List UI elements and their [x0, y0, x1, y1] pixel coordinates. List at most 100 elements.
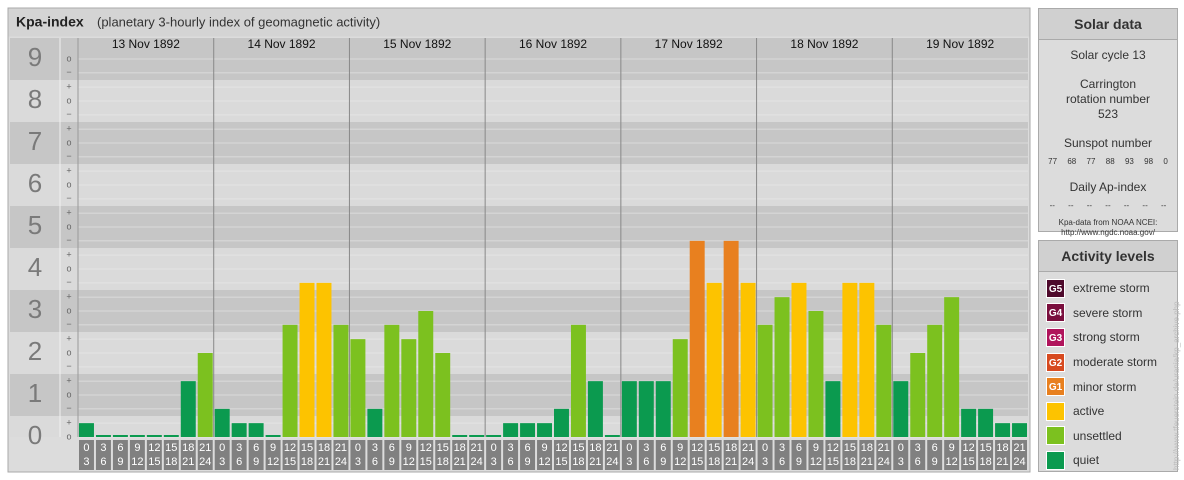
hour-start: 9	[270, 442, 276, 454]
hour-box	[910, 440, 926, 470]
hour-start: 0	[898, 442, 904, 454]
ap-value: --	[1123, 201, 1130, 210]
minor-tick-label: +	[66, 250, 71, 260]
legend-label: severe storm	[1073, 305, 1143, 320]
minor-tick-label: −	[66, 193, 71, 203]
chart: Kpa-index (planetary 3-hourly index of g…	[7, 7, 1031, 473]
hour-start: 18	[318, 442, 330, 454]
hour-end: 18	[165, 456, 177, 468]
minor-tick-label: +	[66, 376, 71, 386]
minor-tick-label: o	[66, 137, 71, 147]
day-label: 15 Nov 1892	[383, 37, 451, 51]
bar	[604, 435, 620, 437]
minor-tick-label: −	[66, 67, 71, 77]
minor-tick-label: +	[66, 124, 71, 134]
activity-panel: Activity levels G5 extreme storm G4 severe …	[1038, 240, 1178, 472]
side-url: http://www.tfeuerstein.de/urania/kp_arch…	[1172, 301, 1181, 470]
hour-end: 12	[674, 456, 686, 468]
ap-value: --	[1049, 201, 1055, 210]
hour-box	[706, 440, 722, 470]
hour-end: 15	[284, 456, 296, 468]
legend-label: moderate storm	[1073, 355, 1158, 370]
bar	[825, 381, 841, 437]
hour-end: 3	[762, 456, 768, 468]
y-tick-label: 8	[28, 84, 42, 114]
hour-start: 3	[915, 442, 921, 454]
legend-swatch: G5	[1046, 278, 1065, 298]
legend-item: G4 severe storm	[1039, 301, 1177, 326]
hour-start: 9	[813, 442, 819, 454]
hour-box	[638, 440, 654, 470]
hour-box	[197, 440, 213, 470]
hour-box	[350, 440, 366, 470]
hour-start: 18	[589, 442, 601, 454]
hour-end: 21	[996, 456, 1008, 468]
hour-start: 21	[878, 442, 890, 454]
bar	[774, 297, 790, 437]
hour-box	[587, 440, 603, 470]
bar	[537, 423, 552, 437]
minor-tick-label: o	[66, 431, 71, 441]
bar	[927, 324, 943, 437]
legend-item: G5 extreme storm	[1039, 276, 1177, 301]
bar	[231, 423, 247, 437]
hour-start: 15	[301, 442, 313, 454]
bar	[859, 282, 875, 437]
legend: G5 extreme storm G4 severe storm G3 strong st…	[1039, 272, 1177, 473]
y-tick-label: 7	[28, 126, 42, 156]
day-label: 18 Nov 1892	[790, 37, 858, 51]
hour-box	[537, 440, 552, 470]
minor-tick-label: +	[66, 208, 71, 218]
hour-start: 6	[796, 442, 802, 454]
hour-end: 24	[335, 456, 347, 468]
hour-start: 9	[677, 442, 683, 454]
ap-value: --	[1086, 201, 1093, 210]
hour-end: 3	[355, 456, 361, 468]
minor-tick-label: o	[66, 263, 71, 273]
bar	[299, 282, 315, 437]
minor-tick-label: o	[66, 389, 71, 399]
minor-tick-label: o	[66, 53, 71, 63]
sunspot-value: 98	[1144, 157, 1154, 166]
hour-box	[452, 440, 468, 470]
hour-start: 15	[708, 442, 720, 454]
hour-start: 15	[572, 442, 584, 454]
hour-end: 21	[589, 456, 601, 468]
ap-value: --	[1142, 201, 1148, 210]
bar	[978, 408, 994, 437]
ap-value: --	[1068, 201, 1074, 210]
legend-label: extreme storm	[1073, 281, 1150, 296]
hour-box	[214, 440, 230, 470]
legend-swatch: G2	[1046, 352, 1065, 372]
hour-end: 6	[100, 456, 106, 468]
hour-end: 6	[236, 456, 242, 468]
hour-start: 15	[437, 442, 449, 454]
bar	[808, 311, 824, 437]
solar-cycle: Solar cycle 13	[1070, 48, 1146, 62]
hour-end: 15	[555, 456, 567, 468]
hour-start: 18	[725, 442, 737, 454]
minor-tick-label: o	[66, 179, 71, 189]
hour-start: 18	[861, 442, 873, 454]
bar	[587, 381, 603, 437]
bar	[146, 435, 162, 437]
minor-tick-label: +	[66, 166, 71, 176]
legend-label: unsettled	[1073, 428, 1122, 443]
bar	[706, 282, 722, 437]
y-tick-label: 2	[28, 336, 42, 366]
hour-box	[316, 440, 332, 470]
ap-row: -- -- -- -- -- -- --	[1043, 201, 1173, 210]
source: Kpa-data from NOAA NCEI: http://www.ngdc…	[1058, 218, 1158, 237]
bar	[384, 324, 400, 437]
hour-end: 24	[878, 456, 890, 468]
y-tick-label: 1	[28, 378, 42, 408]
hour-box	[995, 440, 1011, 470]
hour-start: 0	[762, 442, 768, 454]
hour-end: 15	[148, 456, 160, 468]
sunspot-value: 68	[1067, 157, 1077, 166]
bar	[214, 408, 230, 437]
bar	[570, 324, 586, 437]
hour-box	[486, 440, 502, 470]
legend-label: strong storm	[1073, 330, 1140, 345]
hour-end: 15	[691, 456, 703, 468]
